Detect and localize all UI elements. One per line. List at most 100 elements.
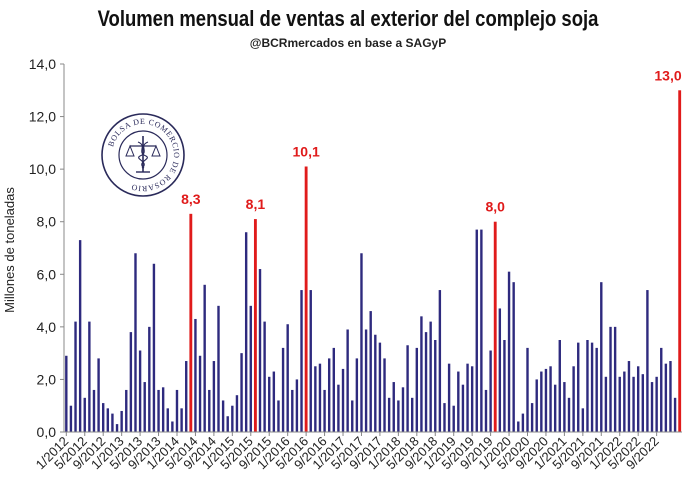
- bar: [415, 347, 419, 432]
- bar: [526, 347, 529, 432]
- bar: [641, 374, 644, 432]
- bar: [650, 382, 654, 432]
- bar: [323, 389, 326, 432]
- bar: [337, 384, 340, 432]
- chart-title: Volumen mensual de ventas al exterior de…: [97, 6, 599, 31]
- bar: [447, 363, 451, 432]
- bar: [138, 350, 142, 432]
- bar: [235, 395, 239, 432]
- bar: [212, 361, 216, 432]
- bar: [484, 389, 488, 432]
- bar: [231, 405, 234, 432]
- y-tick-label: 6,0: [37, 266, 57, 282]
- bar-highlight: [493, 221, 497, 432]
- bar: [669, 361, 672, 432]
- bar: [609, 326, 612, 432]
- bar: [623, 371, 626, 432]
- bar: [443, 403, 446, 432]
- bar: [411, 397, 414, 432]
- bar: [74, 321, 77, 432]
- y-tick-label: 2,0: [37, 371, 57, 387]
- bar: [111, 413, 114, 432]
- bar: [457, 371, 460, 432]
- bar: [364, 329, 368, 432]
- bar: [521, 413, 525, 432]
- bar: [590, 342, 594, 432]
- bar: [424, 332, 428, 432]
- bar: [595, 347, 598, 432]
- bar: [208, 389, 211, 432]
- bar: [660, 347, 663, 432]
- bar: [563, 382, 566, 432]
- bar: [291, 389, 294, 432]
- bar: [263, 321, 266, 432]
- y-tick-label: 10,0: [29, 161, 56, 177]
- bar: [226, 416, 229, 432]
- bar: [540, 371, 543, 432]
- bar: [512, 282, 515, 432]
- bar: [434, 340, 437, 432]
- bar: [152, 263, 156, 432]
- bar: [369, 311, 372, 432]
- bar: [461, 384, 465, 432]
- bar: [452, 405, 455, 432]
- bar: [489, 350, 492, 432]
- bar: [221, 400, 225, 432]
- highlight-value-label: 8,0: [485, 199, 505, 215]
- bar: [341, 368, 345, 432]
- y-tick-label: 4,0: [37, 319, 57, 335]
- bar: [553, 384, 557, 432]
- bar: [92, 389, 96, 432]
- bar: [351, 400, 354, 432]
- bar: [249, 305, 252, 432]
- bar: [286, 324, 289, 432]
- bar: [88, 321, 91, 432]
- bar: [281, 347, 285, 432]
- bolsa-de-comercio-seal-icon: BOLSA DE COMERCIO DE ROSARIO: [101, 113, 185, 197]
- bar: [102, 403, 105, 432]
- bar: [480, 229, 483, 432]
- bar: [65, 355, 68, 432]
- bar: [397, 400, 400, 432]
- bar: [646, 290, 649, 432]
- bar: [134, 253, 137, 432]
- bar: [97, 358, 100, 432]
- bar: [535, 379, 538, 432]
- bar: [636, 366, 640, 432]
- bar: [240, 353, 243, 432]
- bar: [355, 358, 359, 432]
- bar: [161, 387, 165, 432]
- bar: [332, 347, 335, 432]
- bar: [420, 316, 423, 432]
- bar: [360, 253, 363, 432]
- bar: [544, 368, 548, 432]
- bar: [115, 424, 119, 432]
- bar: [258, 269, 262, 432]
- y-axis-label: Millones de toneladas: [2, 187, 17, 313]
- bar-highlight: [189, 213, 193, 432]
- bar: [272, 371, 276, 432]
- bar: [558, 340, 561, 432]
- bar: [627, 361, 631, 432]
- chart-subtitle: @BCRmercados en base a SAGyP: [249, 36, 447, 50]
- bar: [203, 284, 206, 432]
- bar: [572, 366, 575, 432]
- bar: [277, 400, 280, 432]
- bar: [581, 408, 585, 432]
- bar: [577, 342, 580, 432]
- bar: [466, 363, 469, 432]
- bar: [498, 308, 502, 432]
- bar: [517, 421, 520, 432]
- bar: [429, 321, 432, 432]
- bar: [673, 397, 677, 432]
- bar: [106, 408, 110, 432]
- highlight-value-label: 8,3: [181, 191, 201, 207]
- bar: [120, 410, 123, 432]
- y-tick-label: 0,0: [37, 424, 57, 440]
- bar: [401, 387, 405, 432]
- bar: [318, 363, 322, 432]
- bar: [69, 405, 73, 432]
- bar: [567, 397, 571, 432]
- highlight-value-label: 8,1: [246, 196, 266, 212]
